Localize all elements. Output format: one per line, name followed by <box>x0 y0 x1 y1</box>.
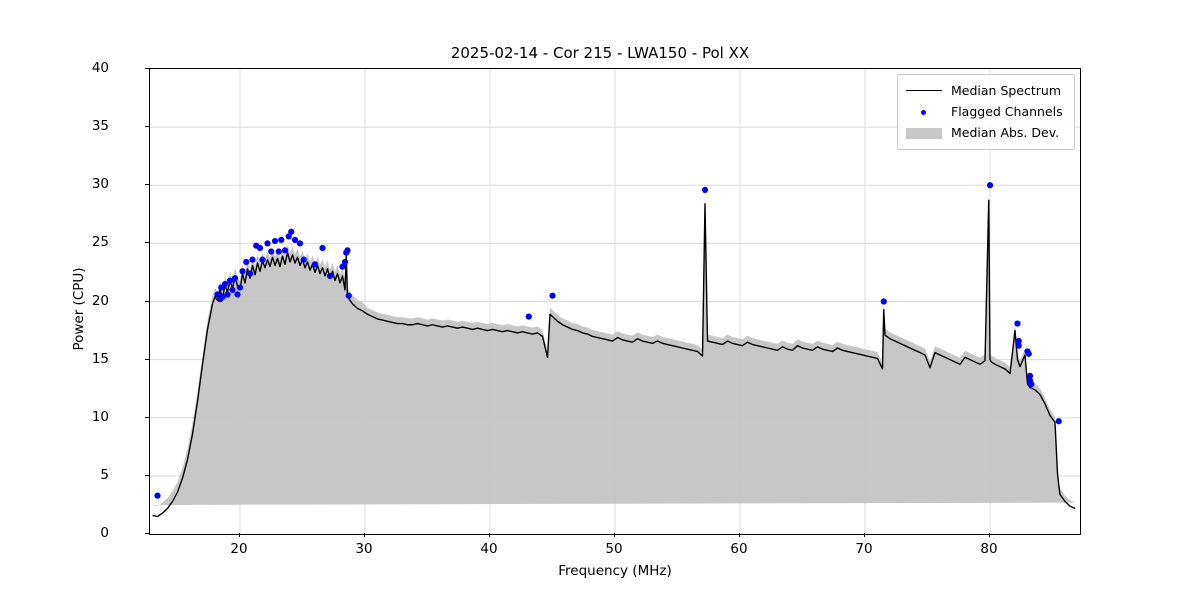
y-tick-mark <box>145 242 149 244</box>
x-tick-mark <box>739 533 741 537</box>
y-axis-label: Power (CPU) <box>71 267 87 351</box>
y-tick-mark <box>145 68 149 70</box>
y-tick-label: 35 <box>91 118 109 135</box>
x-tick-label: 80 <box>980 541 998 557</box>
y-tick-label: 20 <box>91 292 109 309</box>
legend-label-flagged-channels: Flagged Channels <box>951 104 1063 119</box>
median-abs-dev-band <box>152 193 1075 507</box>
y-tick-mark <box>145 358 149 360</box>
y-tick-mark <box>145 416 149 418</box>
x-axis-label: Frequency (MHz) <box>558 563 672 579</box>
y-tick-label: 40 <box>91 60 109 76</box>
x-tick-mark <box>989 533 991 537</box>
x-tick-mark <box>239 533 241 537</box>
y-tick-label: 0 <box>100 525 109 541</box>
y-tick-mark <box>145 533 149 535</box>
y-tick-label: 15 <box>91 350 109 367</box>
legend: Median Spectrum Flagged Channels Median … <box>897 74 1075 150</box>
legend-label-median-abs-dev: Median Abs. Dev. <box>951 125 1060 140</box>
legend-dot-key <box>905 105 943 119</box>
x-tick-label: 50 <box>605 541 623 557</box>
flagged-channels-scatter <box>154 182 1062 499</box>
y-tick-mark <box>145 474 149 476</box>
x-tick-label: 40 <box>480 541 498 557</box>
legend-item-flagged-channels: Flagged Channels <box>905 101 1067 122</box>
y-tick-label: 30 <box>91 176 109 193</box>
x-tick-label: 20 <box>230 541 248 557</box>
x-tick-mark <box>489 533 491 537</box>
x-tick-label: 70 <box>855 541 873 557</box>
y-tick-label: 25 <box>91 234 109 251</box>
x-tick-label: 30 <box>355 541 373 557</box>
page-title: 2025-02-14 - Cor 215 - LWA150 - Pol XX <box>450 44 750 62</box>
x-tick-mark <box>364 533 366 537</box>
y-tick-label: 10 <box>91 408 109 425</box>
x-tick-mark <box>864 533 866 537</box>
y-tick-label: 5 <box>100 466 109 483</box>
y-tick-mark <box>145 184 149 186</box>
y-tick-mark <box>145 126 149 128</box>
x-tick-mark <box>614 533 616 537</box>
median-spectrum-line <box>152 199 1076 518</box>
legend-item-median-spectrum: Median Spectrum <box>905 80 1067 101</box>
legend-label-median-spectrum: Median Spectrum <box>951 83 1062 98</box>
legend-item-median-abs-dev: Median Abs. Dev. <box>905 122 1067 143</box>
y-tick-mark <box>145 300 149 302</box>
legend-patch-key <box>905 126 943 140</box>
x-tick-label: 60 <box>730 541 748 557</box>
legend-line-key <box>905 84 943 98</box>
